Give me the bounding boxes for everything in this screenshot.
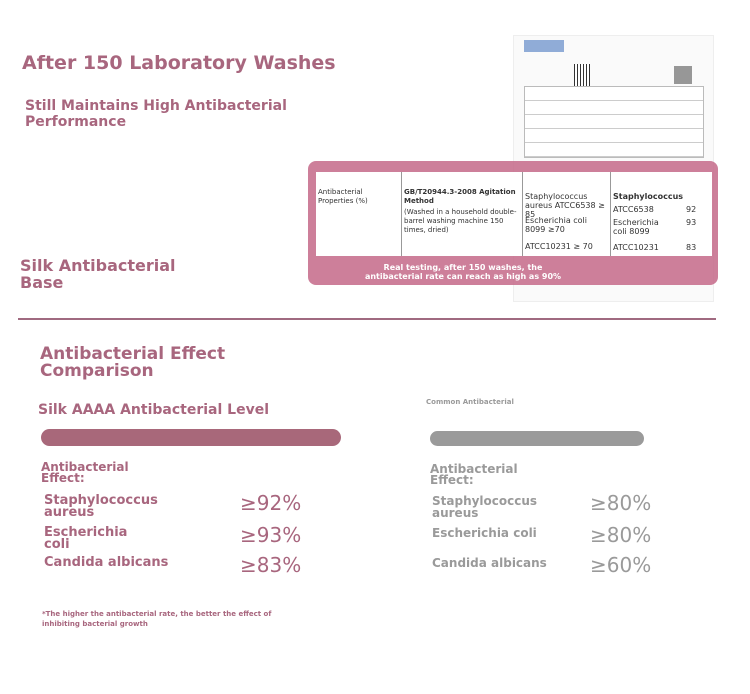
report-method: GB/T20944.3-2008 Agitation Method — [404, 188, 516, 205]
report-property: Antibacterial Properties (%) — [318, 188, 368, 205]
col-line — [610, 172, 611, 256]
right-title: Common Antibacterial — [426, 398, 514, 406]
report-table: Antibacterial Properties (%) GB/T20944.3… — [316, 172, 712, 256]
section-label: Silk Antibacterial Base — [20, 256, 176, 292]
left-bar — [41, 429, 341, 446]
item-name: Staphylococcus aureus — [432, 494, 538, 520]
left-effect-label: Antibacterial Effect: — [41, 460, 129, 485]
divider — [18, 318, 716, 320]
title: After 150 Laboratory Washes — [22, 52, 336, 74]
result-name: ATCC10231 — [613, 243, 659, 252]
item-name: Escherichia coli — [432, 526, 537, 540]
item-name: Escherichia coli — [44, 525, 128, 552]
item-name: Staphylococcus aureus — [44, 493, 158, 520]
result-value: 83 — [686, 243, 697, 252]
left-title: Silk AAAA Antibacterial Level — [38, 402, 269, 418]
report-note: Real testing, after 150 washes, the anti… — [364, 263, 562, 281]
result-name: ATCC6538 — [613, 205, 654, 214]
report-table-lines — [524, 86, 704, 158]
item-value: ≥80% — [590, 523, 652, 547]
report-method-note: (Washed in a household double-barrel was… — [404, 208, 517, 234]
item-value: ≥60% — [590, 553, 652, 577]
result-value: 93 — [686, 218, 697, 227]
report-requirement: ATCC10231 ≥ 70 — [525, 242, 593, 251]
item-value: ≥92% — [240, 491, 302, 515]
result-value: 92 — [686, 205, 697, 214]
report-highlight: Antibacterial Properties (%) GB/T20944.3… — [308, 161, 718, 285]
item-name: Candida albicans — [44, 555, 169, 570]
results-header: Staphylococcus — [613, 192, 684, 201]
report-requirement: Escherichia coli 8099 ≥70 — [525, 216, 587, 234]
footnote: *The higher the antibacterial rate, the … — [42, 610, 272, 628]
report-requirement: Staphylococcus aureus ATCC6538 ≥ 85 — [525, 192, 605, 219]
comparison-title: Antibacterial Effect Comparison — [40, 344, 226, 381]
logo — [524, 40, 564, 52]
item-value: ≥83% — [240, 553, 302, 577]
barcode — [574, 64, 590, 88]
col-line — [401, 172, 402, 256]
subtitle: Still Maintains High Antibacterial Perfo… — [25, 98, 287, 130]
result-name: Escherichia coli 8099 — [613, 218, 659, 236]
item-value: ≥80% — [590, 491, 652, 515]
qr-code — [674, 66, 692, 84]
col-line — [522, 172, 523, 256]
right-bar — [430, 431, 644, 446]
item-name: Candida albicans — [432, 556, 547, 570]
right-effect-label: Antibacterial Effect: — [430, 462, 518, 487]
item-value: ≥93% — [240, 523, 302, 547]
